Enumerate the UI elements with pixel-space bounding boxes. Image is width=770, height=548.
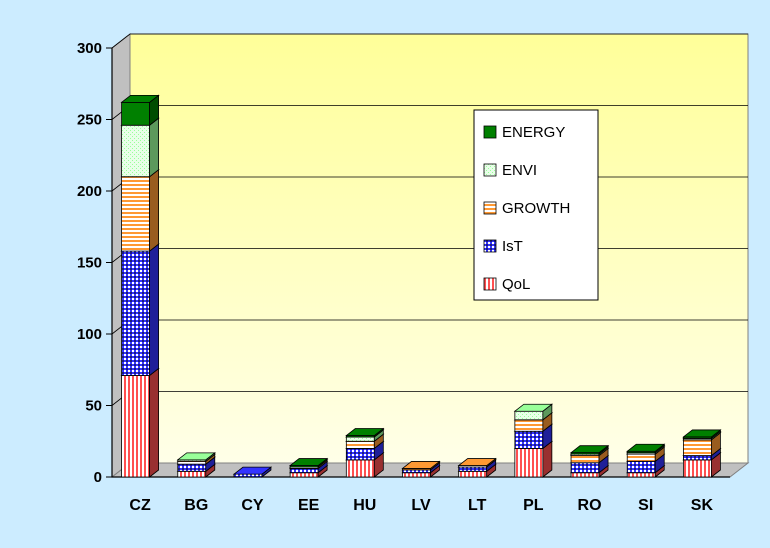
bar-segment-ist-cz: [120, 243, 160, 377]
y-tick-label: 250: [77, 112, 102, 129]
legend-item-envi: ENVI: [483, 162, 537, 179]
x-tick-label: CZ: [129, 497, 151, 514]
legend-item-energy: ENERGY: [483, 124, 565, 141]
gridline: [111, 33, 748, 49]
y-tick-label: 0: [94, 469, 102, 486]
bar-segment-growth-cz: [120, 168, 160, 252]
bar-segment-growth-lt: [457, 457, 497, 468]
bar-segment-envi-pl: [513, 403, 554, 421]
bar-segment-energy-sk: [682, 429, 722, 440]
bar-segment-energy-ee: [288, 457, 329, 468]
bar-stack-ro: [569, 444, 610, 478]
bar-stack-cz: [120, 94, 160, 478]
x-tick-label: LT: [468, 497, 487, 514]
legend-swatch: [483, 277, 497, 291]
bar-stack-sk: [682, 429, 722, 478]
y-tick-label: 300: [77, 40, 102, 57]
bar-stack-ee: [288, 457, 329, 478]
x-tick-label: HU: [353, 497, 376, 514]
legend-label: QoL: [502, 276, 530, 293]
x-tick-label: LV: [411, 497, 431, 514]
legend-swatch: [483, 239, 497, 253]
bar-stack-pl: [513, 403, 554, 478]
legend-item-ist: IsT: [483, 238, 523, 255]
bar-segment-energy-cz: [120, 94, 160, 127]
bar-stack-hu: [345, 427, 385, 478]
bar-stack-lt: [457, 457, 497, 478]
bar-segment-energy-hu: [345, 427, 385, 438]
x-tick-label: BG: [184, 497, 208, 514]
legend-swatch: [483, 125, 497, 139]
x-tick-label: RO: [578, 497, 602, 514]
x-tick-label: CY: [241, 497, 264, 514]
bar-segment-qol-cz: [120, 367, 160, 478]
legend-label: GROWTH: [502, 200, 570, 217]
bar-stack-lv: [401, 460, 441, 478]
y-tick-label: 50: [85, 398, 102, 415]
legend-label: ENVI: [502, 162, 537, 179]
bar-segment-envi-cz: [120, 117, 160, 178]
y-tick-label: 150: [77, 255, 102, 272]
bar-segment-energy-si: [626, 443, 666, 454]
legend-label: IsT: [502, 238, 523, 255]
legend-swatch: [483, 163, 497, 177]
bar-segment-growth-lv: [401, 460, 441, 471]
legend-label: ENERGY: [502, 124, 565, 141]
legend-item-qol: QoL: [483, 276, 530, 293]
y-tick-label: 200: [77, 183, 102, 200]
legend-swatch: [483, 201, 497, 215]
legend-item-growth: GROWTH: [483, 200, 570, 217]
bar-stack-bg: [176, 452, 216, 478]
y-tick-label: 100: [77, 326, 102, 343]
bar-segment-ist-cy: [232, 466, 273, 478]
x-tick-label: SI: [638, 497, 653, 514]
x-tick-label: PL: [523, 497, 544, 514]
bar-stack-cy: [232, 466, 273, 478]
bar-stack-si: [626, 443, 666, 478]
x-tick-label: SK: [691, 497, 714, 514]
bar-segment-envi-bg: [176, 452, 216, 463]
bar-segment-energy-ro: [569, 444, 610, 455]
x-tick-label: EE: [298, 497, 320, 514]
